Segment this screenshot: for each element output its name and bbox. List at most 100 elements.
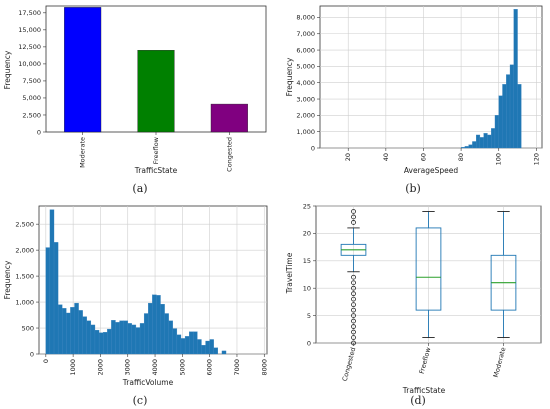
- chart-b-panel-label: (b): [405, 182, 421, 195]
- chart-c-bar: [135, 327, 141, 355]
- chart-c-bar: [94, 329, 100, 355]
- chart-c-xlabel: TrafficVolume: [122, 378, 174, 387]
- chart-a-bar: [137, 50, 175, 133]
- chart-d-flier: [351, 335, 356, 340]
- chart-b-bar: [472, 141, 477, 149]
- chart-c-bar: [62, 308, 67, 355]
- chart-c-bar: [168, 320, 173, 355]
- chart-a-bar: [64, 7, 102, 133]
- chart-a-xtick-label: Moderate: [79, 137, 87, 168]
- chart-b-bar: [491, 128, 496, 149]
- chart-d-ytick-label: 20: [303, 230, 311, 238]
- chart-c-ytick-label: 2,500: [15, 220, 34, 228]
- chart-c-bar: [180, 338, 186, 355]
- chart-c-bar: [131, 324, 137, 355]
- chart-c-bar: [152, 294, 157, 355]
- chart-a-xlabel: TrafficState: [134, 166, 178, 175]
- chart-b-bar: [476, 134, 481, 149]
- chart-d-ytick-label: 0: [307, 339, 311, 347]
- chart-d-panel-label: (d): [410, 394, 426, 407]
- chart-c-bar: [184, 336, 190, 355]
- chart-b-bar: [509, 64, 514, 149]
- chart-d-flier: [351, 274, 356, 280]
- chart-c-xtick-label: 7000: [233, 359, 241, 376]
- chart-c-bar: [66, 312, 71, 355]
- chart-b-xtick-label: 60: [419, 153, 427, 161]
- chart-a-ytick-label: 15,000: [18, 26, 41, 34]
- chart-d-flier: [351, 209, 356, 214]
- chart-c-bar: [172, 328, 178, 355]
- chart-d-xtick-label: Moderate: [492, 346, 508, 378]
- chart-b-ytick-label: 0: [311, 144, 315, 152]
- chart-c-bar: [139, 323, 145, 355]
- chart-c-bar: [111, 320, 116, 355]
- chart-c-bar: [86, 320, 92, 355]
- chart-c-bar: [148, 302, 153, 355]
- chart-c-ytick-label: 1,000: [15, 298, 34, 306]
- chart-c-bar: [103, 332, 108, 355]
- chart-b-xtick-label: 20: [344, 153, 352, 161]
- chart-a-ytick-label: 2,500: [22, 111, 41, 119]
- chart-b-bar: [502, 84, 507, 149]
- chart-b-ytick-label: 6,000: [296, 46, 315, 54]
- chart-c-xtick-label: 8000: [260, 359, 268, 376]
- chart-b-ytick-label: 3,000: [296, 95, 315, 103]
- chart-b-xtick-label: 80: [457, 153, 465, 161]
- chart-d-ytick-label: 15: [303, 257, 311, 265]
- chart-a-ytick-label: 5,000: [22, 94, 41, 102]
- chart-c-bar: [49, 209, 55, 355]
- chart-a-ytick-label: 10,000: [18, 60, 41, 68]
- chart-a-ytick-label: 17,500: [18, 9, 41, 17]
- chart-c-xtick-label: 0: [42, 359, 50, 363]
- chart-c-bar: [98, 332, 104, 355]
- chart-b-bar: [479, 137, 484, 149]
- chart-b-bar: [487, 134, 492, 149]
- chart-a-xtick-label: Congested: [225, 137, 233, 172]
- chart-c-xtick-label: 6000: [206, 359, 214, 376]
- chart-d-xlabel: TrafficState: [402, 386, 446, 395]
- chart-b: 0 1,000 2,000 3,000 4,000 5,000 6,000 7,000 8,00…: [285, 5, 543, 195]
- chart-c-ytick-label: 1,500: [15, 272, 34, 280]
- chart-d-flier: [351, 285, 356, 291]
- chart-c-bar: [82, 316, 87, 355]
- chart-b-bar: [483, 133, 488, 149]
- chart-d-flier: [351, 313, 356, 319]
- chart-b-bar: [498, 95, 503, 149]
- chart-b-xlabel: AverageSpeed: [404, 166, 459, 175]
- chart-d-box: [415, 227, 442, 311]
- chart-c-bar: [127, 323, 132, 355]
- chart-d-flier: [351, 329, 356, 335]
- chart-c-xtick-label: 4000: [151, 359, 159, 376]
- chart-c-bar: [123, 320, 128, 355]
- chart-c-ylabel: Frequency: [3, 260, 12, 299]
- chart-d-flier: [351, 280, 356, 286]
- chart-c-bar: [176, 334, 182, 355]
- chart-c-bar: [209, 339, 214, 355]
- chart-b-ytick-label: 1,000: [296, 128, 315, 136]
- chart-c-bar: [143, 313, 149, 355]
- chart-c-ytick-label: 2,000: [15, 246, 34, 254]
- chart-d: 0 5 10 15 20 25 Congested Freeflow Moderate Tra…: [285, 202, 542, 407]
- chart-b-xtick-label: 100: [495, 153, 503, 165]
- chart-b-ytick-label: 4,000: [296, 79, 315, 87]
- chart-d-ytick-label: 25: [303, 202, 311, 210]
- chart-d-ylabel: TravelTime: [285, 252, 294, 294]
- chart-c-xtick-label: 2000: [96, 359, 104, 376]
- chart-d-xtick-label: Freeflow: [418, 346, 433, 375]
- chart-b-ytick-label: 2,000: [296, 112, 315, 120]
- chart-c-panel-label: (c): [133, 394, 148, 407]
- chart-c-bar: [45, 247, 51, 355]
- chart-c-bar: [193, 331, 198, 355]
- chart-b-xtick-label: 40: [382, 153, 390, 161]
- chart-d-flier: [351, 214, 356, 220]
- chart-b-bar: [460, 147, 466, 149]
- chart-c-bar: [213, 347, 219, 355]
- chart-a: 0 2,500 5,000 7,500 10,000 12,500 15,000 17,500…: [3, 5, 267, 195]
- chart-b-ylabel: Frequency: [285, 57, 294, 96]
- chart-d-ytick-label: 5: [307, 312, 311, 320]
- chart-b-bar: [468, 144, 473, 149]
- chart-c-bar: [164, 313, 169, 355]
- chart-c-bar: [221, 350, 227, 355]
- chart-a-ytick-label: 12,500: [18, 43, 41, 51]
